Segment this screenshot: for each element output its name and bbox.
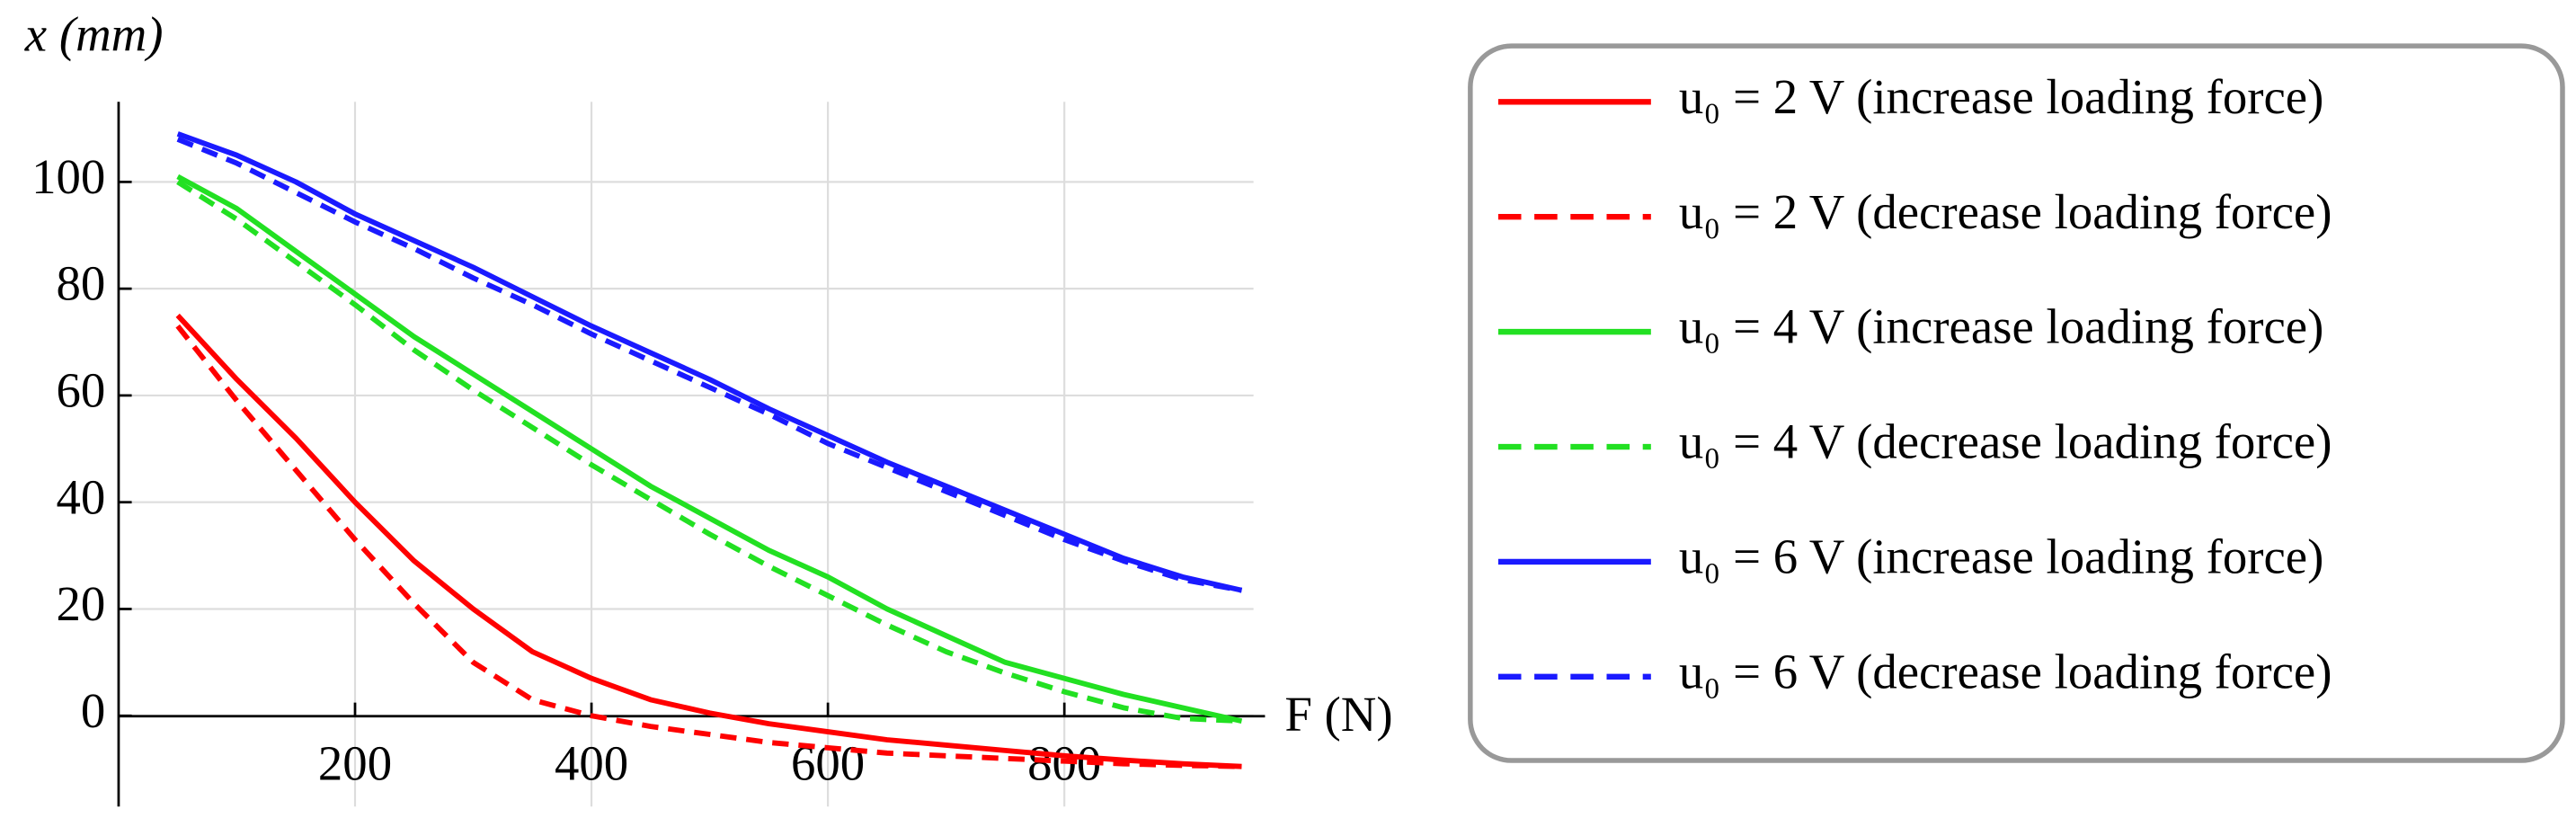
line-series: [176, 179, 1242, 725]
legend-label: u₀ = 2 V (decrease loading force): [1679, 184, 2332, 239]
legend-label: u₀ = 4 V (decrease loading force): [1679, 414, 2332, 469]
y-tick-label: 100: [31, 149, 105, 204]
legend-label: u₀ = 6 V (increase loading force): [1679, 529, 2323, 584]
line-series: [176, 131, 1243, 593]
legend-label: u₀ = 6 V (decrease loading force): [1679, 644, 2332, 698]
legend-box: [1468, 43, 2565, 763]
line-series: [176, 173, 1243, 725]
y-axis-label: x (mm): [24, 6, 164, 61]
grid: [118, 102, 1254, 807]
line-series: [176, 137, 1242, 593]
y-tick-label: 80: [57, 256, 106, 311]
x-axis-label: F (N): [1284, 687, 1392, 742]
legend-label: u₀ = 4 V (increase loading force): [1679, 299, 2323, 354]
y-tick-label: 20: [57, 576, 106, 631]
line-series: [175, 313, 1242, 769]
legend-label: u₀ = 2 V (increase loading force): [1679, 69, 2323, 124]
y-tick-label: 60: [57, 363, 106, 418]
x-tick-label: 200: [318, 736, 392, 791]
x-tick-label: 400: [555, 736, 628, 791]
y-tick-label: 40: [57, 469, 106, 524]
y-tick-label: 0: [81, 683, 105, 738]
line-series: [175, 324, 1242, 769]
